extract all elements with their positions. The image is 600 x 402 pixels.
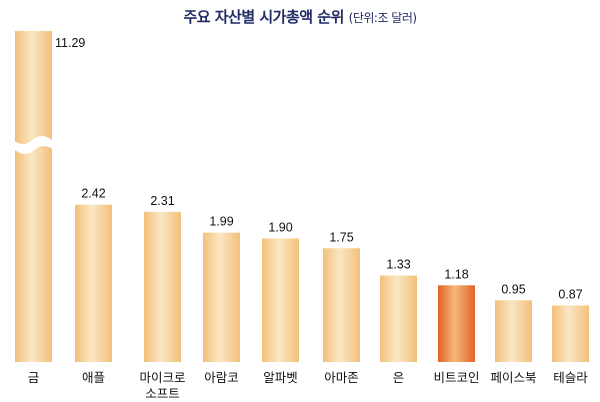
bar — [495, 300, 532, 362]
bar — [438, 285, 475, 362]
category-label: 은 — [393, 370, 405, 385]
value-label: 11.29 — [55, 36, 85, 50]
bar — [144, 211, 181, 362]
category-label: 페이스북 — [490, 370, 536, 385]
value-label: 1.90 — [268, 221, 292, 235]
category-label: 금 — [28, 370, 40, 385]
unit-label: (단위:조 달러) — [348, 11, 417, 25]
value-label: 1.18 — [444, 267, 468, 281]
chart-title: 주요 자산별 시가총액 순위 (단위:조 달러) — [0, 6, 600, 27]
bar — [15, 31, 52, 362]
value-label: 1.99 — [209, 215, 233, 229]
value-label: 1.75 — [329, 230, 353, 244]
bar — [75, 204, 112, 362]
value-label: 0.95 — [501, 282, 525, 296]
axis-break-mark — [13, 136, 54, 154]
bar — [380, 275, 417, 362]
value-label: 2.42 — [81, 187, 105, 201]
bar — [552, 305, 589, 362]
value-label: 0.87 — [558, 287, 582, 301]
category-label: 마이크로 — [139, 370, 185, 385]
bar — [323, 248, 360, 362]
value-label: 1.33 — [386, 258, 410, 272]
category-label: 아마존 — [324, 370, 359, 385]
bar — [262, 238, 299, 362]
category-label: 비트코인 — [433, 370, 479, 385]
title-text: 주요 자산별 시가총액 순위 — [183, 8, 344, 26]
category-label: 아람코 — [204, 370, 239, 385]
bar — [203, 232, 240, 362]
category-label: 애플 — [82, 370, 105, 385]
category-label: 소프트 — [145, 386, 180, 401]
category-label: 알파벳 — [263, 370, 298, 385]
category-label: 테슬라 — [553, 370, 588, 385]
value-label: 2.31 — [150, 194, 174, 208]
